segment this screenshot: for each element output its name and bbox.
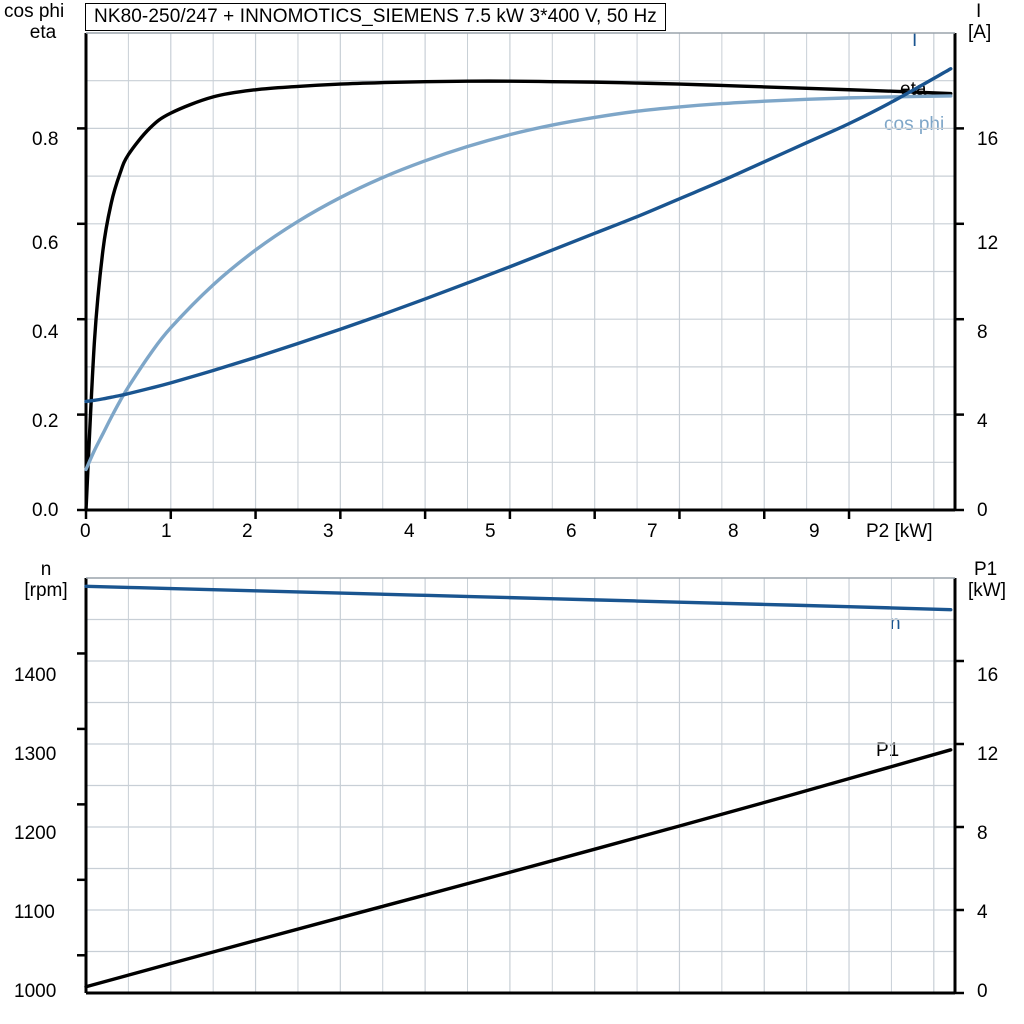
bottom-right-axis-title-line2: [kW] <box>968 579 1006 601</box>
bottom-left-tick-1300: 1300 <box>14 744 57 765</box>
axis-ticks <box>77 127 964 995</box>
top-x-tick-6: 6 <box>566 521 577 542</box>
top-left-tick-1: 0.2 <box>32 411 59 432</box>
top-right-tick-8: 8 <box>977 322 988 343</box>
top-x-tick-4: 4 <box>404 521 415 542</box>
top-right-tick-0: 0 <box>977 500 988 521</box>
top-x-tick-5: 5 <box>485 521 496 542</box>
plot-frames <box>84 32 957 995</box>
top-chart-curves <box>84 67 953 512</box>
top-right-tick-4: 4 <box>977 411 988 432</box>
bottom-left-axis-title-line2: [rpm] <box>24 579 68 601</box>
curve-label-power: P1 <box>876 740 900 761</box>
top-left-tick-2: 0.4 <box>32 322 59 343</box>
bottom-left-tick-1400: 1400 <box>14 665 57 686</box>
top-left-axis-title: cos phi eta <box>4 1 82 43</box>
bottom-right-axis-title: P1 [kW] <box>968 559 1022 601</box>
top-right-axis-title: I [A] <box>968 1 1018 43</box>
bottom-chart-gridlines <box>86 578 955 993</box>
top-x-axis-title: P2 [kW] <box>866 521 933 542</box>
top-right-tick-16: 16 <box>977 129 999 150</box>
top-x-tick-3: 3 <box>323 521 334 542</box>
bottom-right-tick-12: 12 <box>977 744 999 765</box>
top-left-tick-3: 0.6 <box>32 233 59 254</box>
top-right-axis-title-line1: I <box>976 1 982 22</box>
bottom-left-axis-title-line1: n <box>40 559 52 580</box>
bottom-left-tick-1200: 1200 <box>14 823 57 844</box>
curve-label-current: I <box>912 30 918 51</box>
curve-label-cos-phi: cos phi <box>884 114 945 135</box>
top-x-tick-0: 0 <box>80 521 91 542</box>
top-x-tick-7: 7 <box>647 521 658 542</box>
top-right-tick-12: 12 <box>977 233 999 254</box>
top-x-tick-1: 1 <box>161 521 172 542</box>
bottom-left-tick-1000: 1000 <box>14 981 57 1002</box>
top-chart-gridlines <box>86 33 955 510</box>
top-x-tick-8: 8 <box>728 521 739 542</box>
top-left-axis-title-line1: cos phi <box>4 1 65 22</box>
bottom-right-tick-8: 8 <box>977 823 988 844</box>
bottom-right-tick-16: 16 <box>977 665 999 686</box>
top-x-tick-2: 2 <box>242 521 253 542</box>
chart-title: NK80-250/247 + INNOMOTICS_SIEMENS 7.5 kW… <box>94 6 657 27</box>
chart-title-box: NK80-250/247 + INNOMOTICS_SIEMENS 7.5 kW… <box>85 3 666 31</box>
bottom-left-tick-1100: 1100 <box>14 902 55 923</box>
bottom-right-tick-0: 0 <box>977 981 988 1002</box>
bottom-chart-curves <box>84 584 953 989</box>
top-left-axis-title-line2: eta <box>29 21 57 43</box>
bottom-right-tick-4: 4 <box>977 902 988 923</box>
top-x-tick-9: 9 <box>809 521 820 542</box>
curve-label-speed: n <box>890 613 901 634</box>
top-left-tick-0: 0.0 <box>32 500 59 521</box>
bottom-right-axis-title-line1: P1 <box>974 559 998 580</box>
bottom-left-axis-title: n [rpm] <box>10 559 82 601</box>
top-right-axis-title-line2: [A] <box>968 21 992 43</box>
top-left-tick-4: 0.8 <box>32 129 59 150</box>
